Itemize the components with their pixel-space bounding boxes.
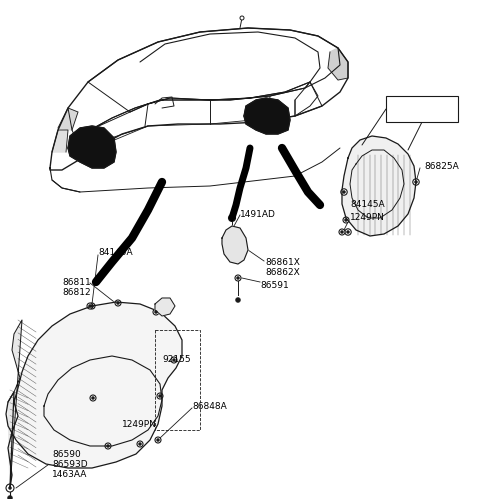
Circle shape xyxy=(240,16,244,20)
Circle shape xyxy=(339,229,345,235)
Circle shape xyxy=(87,303,93,309)
Circle shape xyxy=(155,310,157,313)
Circle shape xyxy=(236,297,240,302)
Circle shape xyxy=(158,395,161,398)
Text: 1249PN: 1249PN xyxy=(350,213,385,222)
Circle shape xyxy=(347,231,349,234)
Text: 86821B: 86821B xyxy=(390,97,425,106)
Circle shape xyxy=(92,397,95,400)
Circle shape xyxy=(343,217,349,223)
Circle shape xyxy=(343,191,346,194)
Bar xyxy=(155,330,200,430)
Circle shape xyxy=(415,181,418,184)
Text: 86593D: 86593D xyxy=(52,460,88,469)
Polygon shape xyxy=(328,48,348,80)
Bar xyxy=(386,96,458,122)
Circle shape xyxy=(90,395,96,401)
Text: 1491AD: 1491AD xyxy=(240,210,276,219)
Text: 86591: 86591 xyxy=(260,281,289,290)
Text: 86811: 86811 xyxy=(62,278,91,287)
Polygon shape xyxy=(58,108,78,130)
Text: 86861X: 86861X xyxy=(265,258,300,267)
Circle shape xyxy=(237,276,240,279)
Polygon shape xyxy=(52,130,68,152)
Circle shape xyxy=(156,439,159,442)
Circle shape xyxy=(107,445,109,448)
Text: 1463AA: 1463AA xyxy=(52,470,87,479)
Circle shape xyxy=(89,303,95,309)
Text: 86822B: 86822B xyxy=(390,107,425,116)
Circle shape xyxy=(235,275,241,281)
Circle shape xyxy=(157,393,163,399)
Circle shape xyxy=(172,358,176,361)
Circle shape xyxy=(139,443,142,446)
Circle shape xyxy=(228,215,236,222)
Text: 86848A: 86848A xyxy=(192,402,227,411)
Circle shape xyxy=(345,229,351,235)
Circle shape xyxy=(153,309,159,315)
Circle shape xyxy=(230,217,233,220)
Circle shape xyxy=(9,487,12,490)
Polygon shape xyxy=(6,302,182,488)
Text: 86812: 86812 xyxy=(62,288,91,297)
Text: 86590: 86590 xyxy=(52,450,81,459)
Circle shape xyxy=(171,357,177,363)
Circle shape xyxy=(8,496,12,499)
Circle shape xyxy=(115,300,121,306)
Circle shape xyxy=(137,441,143,447)
Text: 86825A: 86825A xyxy=(424,162,459,171)
Polygon shape xyxy=(155,298,175,316)
Text: 84145A: 84145A xyxy=(98,248,132,257)
Text: 92155: 92155 xyxy=(162,355,191,364)
Circle shape xyxy=(413,179,419,185)
Circle shape xyxy=(340,231,344,234)
Circle shape xyxy=(345,219,348,222)
Circle shape xyxy=(155,437,161,443)
Polygon shape xyxy=(342,136,416,236)
Text: 86862X: 86862X xyxy=(265,268,300,277)
Circle shape xyxy=(105,443,111,449)
Circle shape xyxy=(6,484,14,492)
Circle shape xyxy=(88,304,92,307)
Polygon shape xyxy=(68,126,116,168)
Circle shape xyxy=(91,304,94,307)
Circle shape xyxy=(117,301,120,304)
Text: 1249PN: 1249PN xyxy=(122,420,157,429)
Circle shape xyxy=(341,189,347,195)
Polygon shape xyxy=(244,98,290,134)
Text: 84145A: 84145A xyxy=(350,200,384,209)
Polygon shape xyxy=(222,226,248,264)
Polygon shape xyxy=(8,320,22,488)
